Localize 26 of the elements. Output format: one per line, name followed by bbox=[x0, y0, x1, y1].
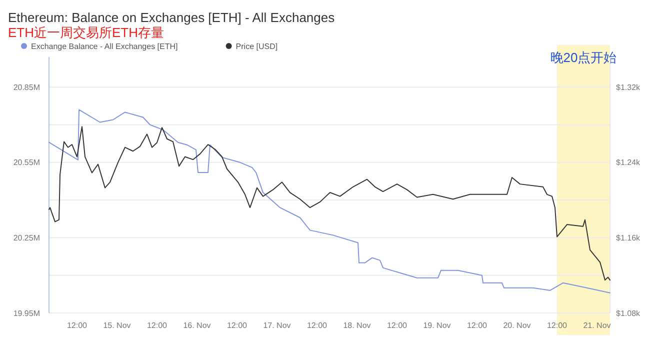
x-tick-label: 12:00 bbox=[546, 321, 568, 330]
y-tick-label: 20.55M bbox=[13, 158, 40, 168]
x-tick-label: 15. Nov bbox=[103, 321, 131, 330]
chart-title: Ethereum: Balance on Exchanges [ETH] - All Exchanges bbox=[8, 10, 336, 25]
y2-tick-label: $1.08k bbox=[616, 308, 642, 318]
legend-label: Exchange Balance - All Exchanges [ETH] bbox=[31, 42, 178, 51]
x-tick-label: 12:00 bbox=[66, 321, 88, 330]
x-tick-label: 12:00 bbox=[386, 321, 408, 330]
x-tick-label: 21. Nov bbox=[583, 321, 611, 330]
y2-tick-label: $1.32k bbox=[616, 82, 642, 92]
x-tick-label: 19. Nov bbox=[423, 321, 451, 330]
x-tick-label: 12:00 bbox=[226, 321, 248, 330]
x-tick-label: 12:00 bbox=[306, 321, 328, 330]
y-tick-label: 19.95M bbox=[13, 308, 40, 318]
x-tick-label: 17. Nov bbox=[263, 321, 291, 330]
x-tick-label: 18. Nov bbox=[343, 321, 371, 330]
chart-subtitle: ETH近一周交易所ETH存量 bbox=[8, 25, 164, 40]
y2-tick-label: $1.24k bbox=[616, 158, 642, 168]
x-tick-label: 12:00 bbox=[466, 321, 488, 330]
x-tick-label: 12:00 bbox=[146, 321, 168, 330]
x-tick-label: 20. Nov bbox=[503, 321, 531, 330]
y-tick-label: 20.25M bbox=[13, 234, 40, 243]
y2-tick-label: $1.16k bbox=[616, 234, 642, 243]
legend-label: Price [USD] bbox=[236, 42, 278, 51]
y-tick-label: 20.85M bbox=[13, 82, 40, 92]
x-tick-label: 16. Nov bbox=[183, 321, 211, 330]
